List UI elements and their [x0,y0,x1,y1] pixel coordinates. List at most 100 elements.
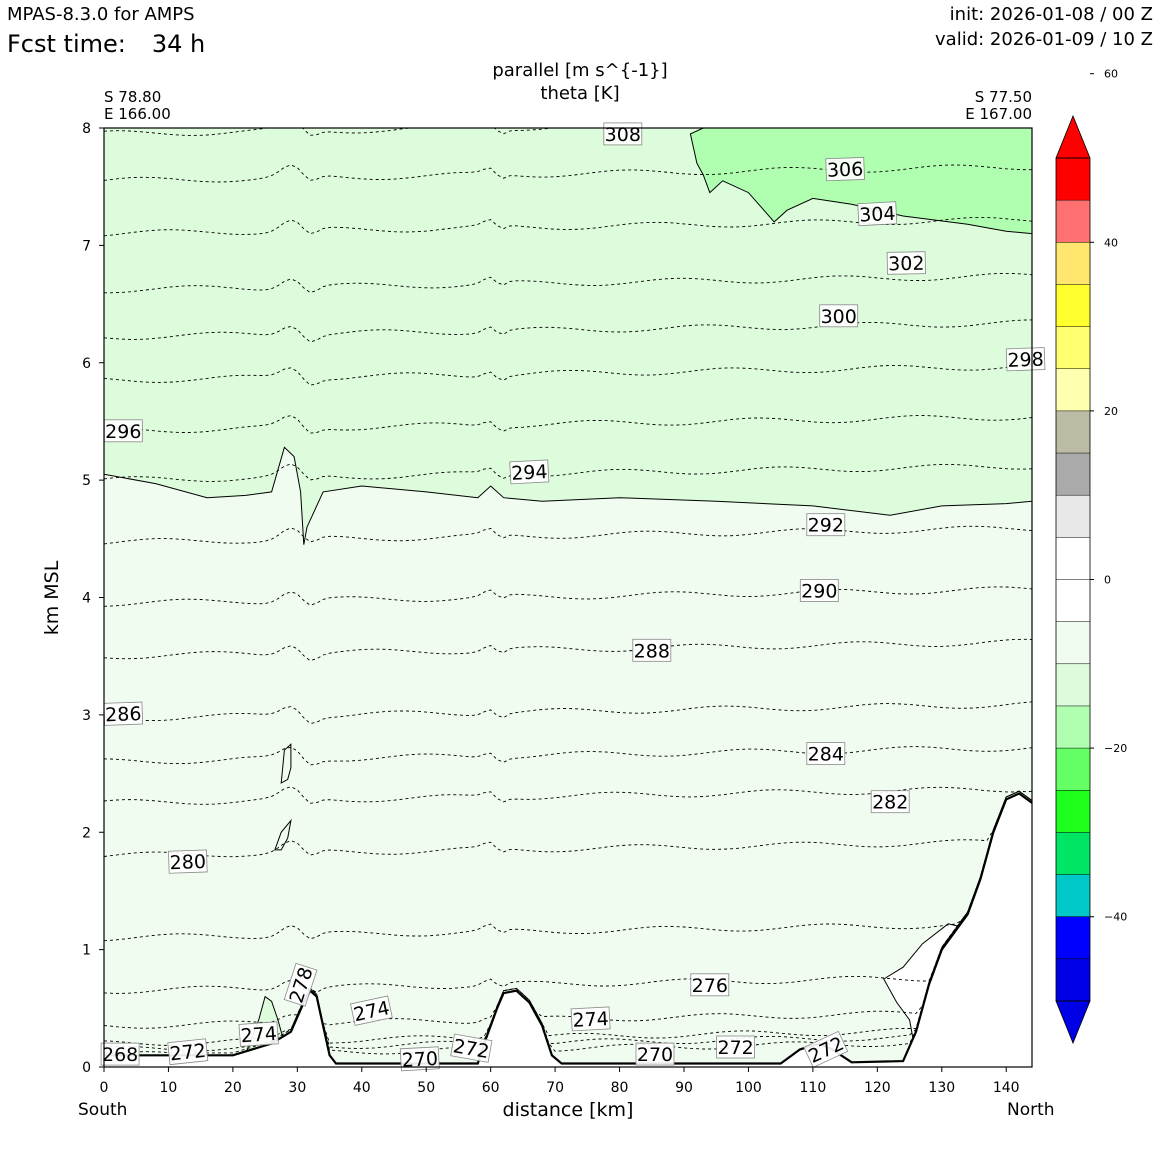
colorbar-segment [1056,663,1090,707]
theta-label-text: 274 [572,1008,609,1032]
colorbar-segment [1056,200,1090,243]
isentrope-268 [104,790,1032,1055]
isentrope-276 [104,790,1032,994]
theta-label: 272 [450,1033,493,1063]
x-tick-label: 50 [417,1080,435,1096]
theta-label-text: 294 [511,461,548,485]
x-tick-label: 70 [546,1080,564,1096]
wind-contour-small-b [274,818,292,851]
theta-label: 268 [100,1042,140,1066]
forecast-time-label: Fcst time: [7,30,126,58]
theta-label-text: 302 [888,253,925,276]
right-corner-coords: S 77.50 E 167.00 [965,89,1032,123]
theta-label: 304 [857,201,898,227]
colorbar-top-arrow [1055,114,1091,159]
theta-label-box [806,742,846,765]
y-tick-label: 3 [82,708,91,724]
colorbar-segment [1056,242,1090,285]
x-tick-label: 80 [611,1080,629,1096]
colorbar-bottom-arrow [1055,1000,1091,1045]
theta-label-text: 270 [401,1048,438,1072]
theta-label-box [450,1033,493,1063]
colorbar-segment [1056,748,1090,791]
x-tick-label: 140 [993,1080,1020,1096]
init-time: init: 2026-01-08 / 00 Z [949,4,1153,25]
theta-label-text: 288 [634,640,670,662]
right-corner-lon: E 167.00 [965,105,1032,123]
theta-label-text: 282 [872,792,908,814]
theta-label-box [635,1042,675,1066]
theta-label: 296 [103,419,143,443]
theta-label: 294 [509,459,550,485]
chart-title-theta: theta [K] [540,83,620,104]
theta-label-box [632,638,672,662]
theta-label: 298 [1005,347,1046,372]
colorbar-segment [1056,958,1090,1002]
theta-label: 270 [399,1046,440,1072]
x-start-label: South [78,1100,128,1120]
theta-label: 306 [825,157,865,182]
theta-label-text: 298 [1007,349,1044,372]
x-tick-label: 60 [482,1080,500,1096]
y-tick-label: 5 [82,473,91,489]
colorbar-segment [1056,832,1090,876]
left-corner-lat: S 78.80 [104,88,162,106]
theta-label: 282 [870,790,910,814]
y-tick-label: 1 [82,943,91,959]
theta-label: 272 [716,1035,755,1059]
theta-label: 274 [570,1006,611,1032]
theta-label-text: 304 [859,203,896,227]
theta-label: 270 [635,1042,675,1066]
chart-title-wind: parallel [m s^{-1}] [492,60,668,81]
theta-label-text: 286 [105,703,142,726]
theta-label: 286 [103,701,144,726]
axes: 0 10 20 30 40 50 60 70 80 90 100 110 120 130 140 0 1 2 3 4 5… [82,121,1020,1096]
right-corner-lat: S 77.50 [974,88,1032,106]
colorbar-segment [1056,537,1090,580]
colorbar-tick-label: 20 [1104,405,1118,418]
colorbar-segment [1056,579,1090,623]
theta-label: 292 [806,513,846,537]
theta-label-text: 268 [102,1044,138,1066]
theta-label: 280 [168,849,208,874]
theta-label: 272 [167,1038,209,1066]
theta-label-box [803,1030,849,1068]
wind-shading [104,128,1032,1063]
x-tick-label: 10 [160,1080,178,1096]
theta-label: 302 [886,251,926,276]
x-tick-label: 0 [100,1080,109,1096]
terrain-outline [104,792,1032,1065]
theta-label: 308 [603,122,643,146]
x-axis-label: distance [km] [502,1099,634,1121]
colorbar-tick-label: −40 [1104,911,1127,924]
colorbar-segment [1056,705,1090,749]
colorbar-segment [1056,158,1090,201]
terrain-fill [104,793,1032,1067]
theta-label-box [509,459,550,485]
colorbar-tick-label: 0 [1104,574,1111,587]
theta-label-box [167,1038,209,1066]
theta-label-text: 290 [801,581,837,603]
theta-isentropes [104,128,1032,1055]
theta-label: 276 [690,973,730,997]
theta-label-box [716,1035,755,1059]
theta-label-text: 306 [827,158,864,181]
y-tick-label: 4 [82,591,91,607]
theta-label-text: 300 [821,306,857,328]
theta-label-box [238,1021,279,1047]
colorbar-tick-label: 60 [1104,68,1118,81]
y-tick-label: 0 [82,1060,91,1076]
theta-label: 288 [632,638,672,662]
theta-label-box [857,201,898,227]
theta-label-text: 272 [169,1040,207,1066]
theta-label-text: 296 [105,421,141,443]
theta-labels: 308 306 304 302 300 298 296 294 292 290 288 286 284 2… [100,122,1046,1072]
y-tick-label: 2 [82,825,91,841]
theta-label-box [1005,347,1046,372]
wind-band-strong [684,128,1032,235]
left-corner-lon: E 166.00 [104,105,171,123]
colorbar: 60 40 20 0 −20 −40 [1055,68,1127,1045]
isentrope-272 [104,790,1032,1046]
theta-label-box [806,513,846,537]
